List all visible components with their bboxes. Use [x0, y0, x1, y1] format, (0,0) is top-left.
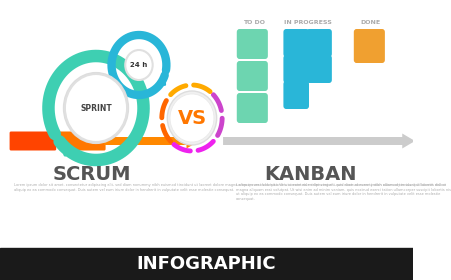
Text: Lorem ipsum dolor sit amet, consectetur adipiscing elit, sed diam nonummy nibh e: Lorem ipsum dolor sit amet, consectetur …: [14, 183, 445, 192]
Circle shape: [65, 74, 127, 142]
FancyBboxPatch shape: [306, 29, 331, 57]
Text: SCRUM: SCRUM: [52, 165, 130, 184]
Circle shape: [125, 50, 152, 80]
FancyBboxPatch shape: [283, 55, 308, 83]
FancyBboxPatch shape: [353, 29, 384, 63]
Text: 24 h: 24 h: [130, 62, 147, 68]
Bar: [0, 248, 412, 280]
Text: SPRINT: SPRINT: [80, 104, 111, 113]
FancyBboxPatch shape: [59, 132, 106, 151]
FancyBboxPatch shape: [236, 93, 267, 123]
FancyBboxPatch shape: [236, 29, 267, 59]
Text: KANBAN: KANBAN: [264, 165, 356, 184]
Text: INFOGRAPHIC: INFOGRAPHIC: [137, 255, 276, 273]
FancyBboxPatch shape: [236, 61, 267, 91]
FancyBboxPatch shape: [283, 81, 308, 109]
FancyBboxPatch shape: [9, 132, 56, 151]
Text: DONE: DONE: [359, 20, 379, 25]
Text: VS: VS: [177, 109, 206, 127]
FancyBboxPatch shape: [283, 29, 308, 57]
Circle shape: [170, 94, 213, 142]
Circle shape: [167, 91, 216, 145]
Text: TO DO: TO DO: [243, 20, 265, 25]
Text: Lorem ipsum dolor sit amet, consectetur adipiscing elit, sed diam nonummy nibh e: Lorem ipsum dolor sit amet, consectetur …: [235, 183, 451, 201]
FancyBboxPatch shape: [306, 55, 331, 83]
FancyArrow shape: [223, 134, 414, 148]
Text: IN PROGRESS: IN PROGRESS: [284, 20, 331, 25]
FancyArrow shape: [104, 134, 199, 148]
